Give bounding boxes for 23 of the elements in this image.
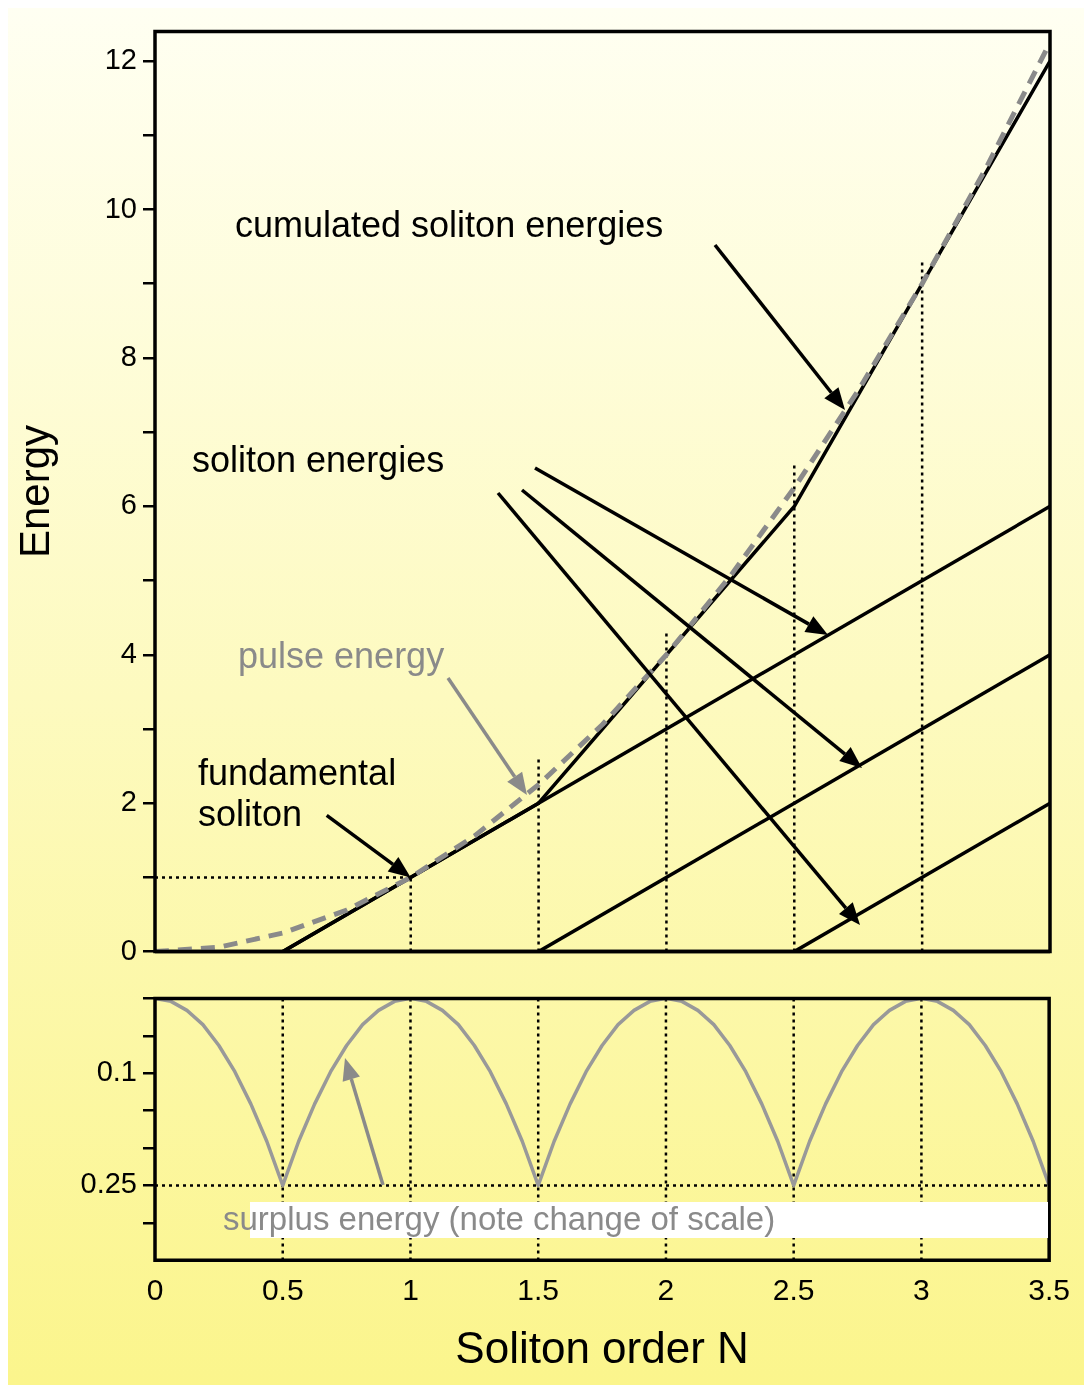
- y-tick-label: 4: [120, 636, 137, 669]
- y-tick-label: 6: [120, 488, 137, 521]
- y-axis-title: Energy: [10, 424, 58, 559]
- annotation: pulse energy: [238, 635, 445, 677]
- x-tick-label: 0: [146, 1273, 164, 1307]
- y-tick-label: 0.1: [96, 1055, 137, 1088]
- x-tick-label: 2: [657, 1273, 675, 1307]
- x-tick-label: 3: [913, 1273, 930, 1307]
- x-tick-label: 0.5: [261, 1273, 304, 1307]
- y-tick-label: 8: [120, 339, 137, 372]
- y-tick-label: 0: [120, 933, 137, 966]
- y-tick-label: 2: [120, 785, 137, 818]
- annotation: cumulated soliton energies: [235, 204, 664, 246]
- y-tick-label: 10: [104, 191, 137, 224]
- x-tick-label: 3.5: [1028, 1273, 1071, 1307]
- x-axis-title: Soliton order N: [455, 1322, 749, 1372]
- y-tick-label: 0.25: [80, 1167, 137, 1200]
- x-tick-label: 1: [402, 1273, 419, 1307]
- annotation: fundamental soliton: [198, 751, 398, 835]
- annotation: soliton energies: [192, 439, 445, 481]
- y-tick-label: 12: [104, 43, 137, 76]
- x-tick-label: 2.5: [772, 1273, 815, 1307]
- x-tick-label: 1.5: [517, 1273, 560, 1307]
